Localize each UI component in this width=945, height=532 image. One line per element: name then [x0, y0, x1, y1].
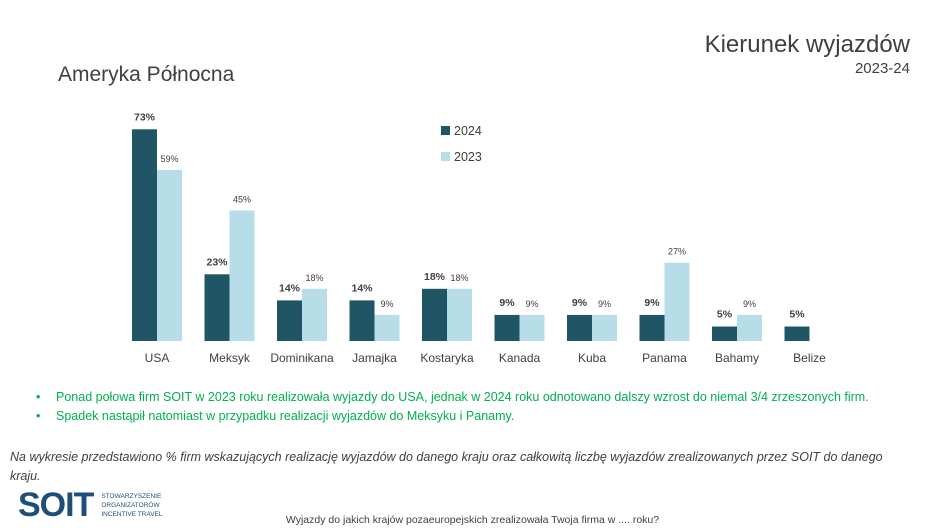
- bullet-item: Spadek nastąpił natomiast w przypadku re…: [36, 407, 869, 426]
- soit-logo: SOIT STOWARZYSZENIE ORGANIZATORÓW INCENT…: [18, 486, 163, 524]
- data-label: 59%: [160, 154, 178, 164]
- data-label: 9%: [598, 299, 611, 309]
- bar-2024: [204, 274, 230, 341]
- bar-2023: [737, 314, 762, 341]
- slide-title: Kierunek wyjazdów: [704, 31, 910, 58]
- data-label: 9%: [380, 299, 393, 309]
- x-tick-label: Panama: [642, 351, 687, 365]
- data-label: 27%: [668, 247, 686, 257]
- bar-2023: [592, 314, 617, 341]
- data-label: 9%: [499, 297, 515, 309]
- bar-2024: [132, 129, 157, 341]
- bar-2024: [639, 314, 665, 341]
- bar-chart: 73% 59% USA 23% 45% Meksyk 14% 18% Dominikana 14%…: [132, 111, 826, 365]
- chart-title: Ameryka Północna: [58, 63, 235, 86]
- legend-swatch: [441, 152, 450, 161]
- survey-question: Wyjazdy do jakich krajów pozaeuropejskic…: [285, 514, 660, 526]
- x-tick-label: USA: [145, 351, 170, 365]
- data-label: 14%: [279, 282, 301, 294]
- bar-2024: [784, 326, 810, 341]
- bar-2023: [519, 314, 545, 341]
- data-label: 9%: [743, 299, 756, 309]
- data-label: 18%: [450, 273, 468, 283]
- bar-2024: [712, 326, 737, 341]
- bar-2023: [447, 288, 472, 341]
- logo-text: STOWARZYSZENIE: [101, 493, 162, 500]
- bar-2024: [349, 300, 375, 341]
- data-label: 23%: [206, 256, 228, 268]
- bullet-item: Ponad połowa firm SOIT w 2023 roku reali…: [36, 388, 869, 407]
- x-tick-label: Dominikana: [270, 351, 334, 365]
- bar-2023: [229, 210, 255, 341]
- x-tick-label: Bahamy: [715, 351, 759, 365]
- x-tick-label: Kuba: [578, 351, 606, 365]
- data-label: 9%: [644, 297, 660, 309]
- bar-2024: [567, 314, 592, 341]
- data-label: 9%: [525, 299, 538, 309]
- bar-2023: [302, 288, 327, 341]
- data-label: 18%: [424, 271, 446, 283]
- bar-2024: [494, 314, 520, 341]
- data-label: 9%: [572, 297, 588, 309]
- bar-2024: [422, 288, 447, 341]
- x-tick-label: Kostaryka: [420, 351, 474, 365]
- legend-label: 2024: [454, 124, 482, 138]
- x-tick-label: Kanada: [499, 351, 541, 365]
- bar-2023: [157, 169, 182, 341]
- x-tick-label: Jamajka: [352, 351, 397, 365]
- legend-swatch: [441, 126, 450, 135]
- logo-text: INCENTIVE TRAVEL: [101, 511, 163, 518]
- slide-subtitle: 2023-24: [854, 60, 910, 77]
- data-label: 5%: [789, 309, 805, 321]
- data-label: 18%: [305, 273, 323, 283]
- bar-2023: [374, 314, 400, 341]
- data-label: 45%: [233, 195, 251, 205]
- data-label: 73%: [134, 111, 156, 123]
- bullet-list: Ponad połowa firm SOIT w 2023 roku reali…: [36, 388, 869, 426]
- legend-label: 2023: [454, 150, 482, 164]
- chart-note: Na wykresie przedstawiono % firm wskazuj…: [10, 450, 883, 483]
- bar-2023: [664, 262, 690, 341]
- data-label: 14%: [351, 282, 373, 294]
- data-label: 5%: [717, 309, 733, 321]
- x-tick-label: Meksyk: [209, 351, 251, 365]
- bar-2024: [277, 300, 302, 341]
- logo-text: ORGANIZATORÓW: [101, 502, 160, 509]
- x-tick-label: Belize: [793, 351, 826, 365]
